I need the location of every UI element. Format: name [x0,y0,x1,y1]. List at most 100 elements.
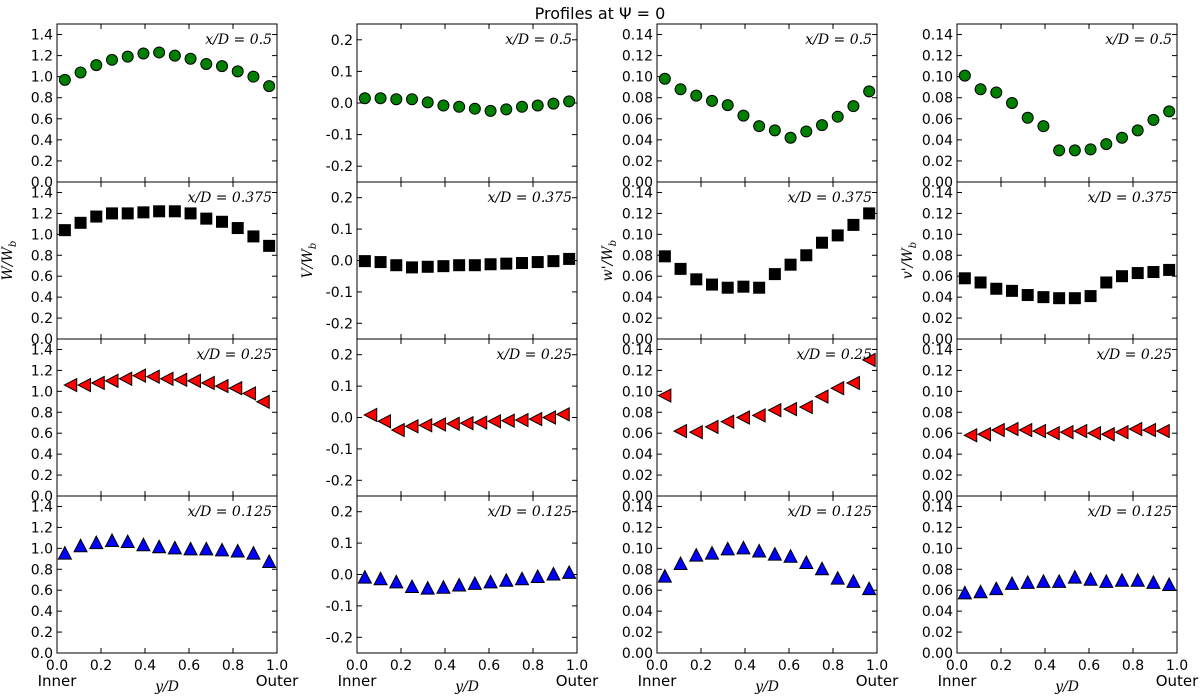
data-point [500,103,513,116]
data-point [247,230,260,243]
data-point [706,94,718,107]
y-tick-label: 0.4 [31,447,53,463]
y-tick-label: 0.0 [331,254,353,270]
row-label: x/D = 0.125 [787,504,872,520]
data-point [263,80,276,93]
y-tick-label: 0.2 [31,311,53,327]
y-tick-label: 1.4 [31,28,53,44]
y-tick-label: -0.2 [326,630,353,646]
y-tick-label: 0.06 [622,269,653,285]
y-tick-label: 0.4 [31,290,53,306]
subplot-r1-c4: 0.00 0.02 0.04 0.06 0.08 0.10 0.12 0.14 x/D = 0.… [922,23,1178,191]
data-point [228,380,243,396]
data-point [214,542,230,557]
x-tick-label: 0.0 [646,658,668,674]
y-tick-label: 0.10 [622,384,653,400]
data-point [406,93,418,106]
y-tick-label: 0.8 [31,91,53,107]
data-point [1021,111,1034,124]
data-point [658,250,671,263]
data-point [153,205,166,218]
data-point [88,535,104,550]
outer-label: Outer [556,672,599,690]
data-point [58,73,71,86]
data-point [1018,422,1033,438]
data-point [390,93,403,106]
x-tick-label: 0.6 [478,658,500,674]
data-point [58,224,71,237]
data-point [1131,124,1144,137]
y-axis-label: w'/Wb [600,240,619,281]
y-tick-label: 0.08 [622,91,653,107]
data-point [390,422,405,438]
data-point [483,574,498,589]
y-tick-label: 0.1 [331,379,353,395]
data-point [516,257,528,270]
y-tick-label: -0.2 [326,159,353,175]
data-point [390,259,403,272]
data-point [816,236,828,249]
data-point [486,413,501,429]
data-point [990,422,1005,438]
y-tick-label: 1.4 [31,185,53,201]
x-tick-label: 1.0 [866,658,888,674]
data-point [736,540,751,555]
y-tick-label: 0.14 [922,185,953,201]
data-point [1128,421,1143,437]
data-point [516,100,528,113]
data-point [498,572,514,587]
data-point [406,261,418,274]
y-tick-label: 1.0 [31,227,53,243]
data-point [768,124,781,137]
y-tick-label: 0.1 [331,536,353,552]
y-tick-label: 0.08 [922,562,953,578]
data-point [1155,423,1170,439]
row-label: x/D = 0.375 [487,190,572,206]
y-tick-label: 0.0 [31,175,53,191]
y-tick-label: 0.06 [922,112,953,128]
y-tick-label: 0.6 [31,426,53,442]
y-tick-label: -0.2 [326,473,353,489]
data-point [467,575,483,590]
y-tick-label: 0.2 [31,154,53,170]
y-tick-label: 0.14 [622,185,653,201]
data-point [1053,292,1066,305]
data-point [1067,569,1083,584]
data-point [555,407,570,422]
data-point [136,537,151,552]
data-point [484,258,497,271]
data-point [74,216,87,229]
y-tick-label: 0.2 [331,505,353,521]
data-point [976,426,991,442]
y-tick-label: 0.08 [922,248,953,264]
data-point [358,255,371,268]
data-point [974,83,987,96]
data-point [459,415,474,431]
data-point [437,260,450,273]
y-tick-label: 0.04 [622,133,653,149]
inner-label: Inner [338,672,378,690]
row-label: x/D = 0.25 [1096,347,1172,363]
subplot-r4-c2: -0.2 -0.1 0.0 0.1 0.2 x/D = 0.125 [326,495,578,654]
data-point [200,375,215,391]
y-tick-label: 0.00 [622,646,653,662]
outer-label: Outer [1156,672,1199,690]
y-tick-label: 0.08 [922,405,953,421]
data-point [751,408,766,423]
data-point [376,413,391,429]
y-tick-label: 0.00 [922,646,953,662]
subplot-frame [956,495,1178,654]
x-tick-label: 0.8 [1122,658,1144,674]
x-axis-label: y/D [1054,679,1079,695]
data-point [737,280,750,293]
data-point [363,407,378,423]
data-point [131,368,146,383]
data-point [531,99,544,112]
subplot-r4-c1: 0.0 0.2 0.4 0.6 0.8 1.0 1.2 1.4 x/D = 0.125 [31,495,278,662]
y-tick-label: 0.8 [31,248,53,264]
data-point [500,257,513,270]
data-point [473,415,488,430]
y-tick-label: 0.02 [622,468,653,484]
data-point [76,377,91,393]
y-tick-label: 0.0 [31,489,53,505]
